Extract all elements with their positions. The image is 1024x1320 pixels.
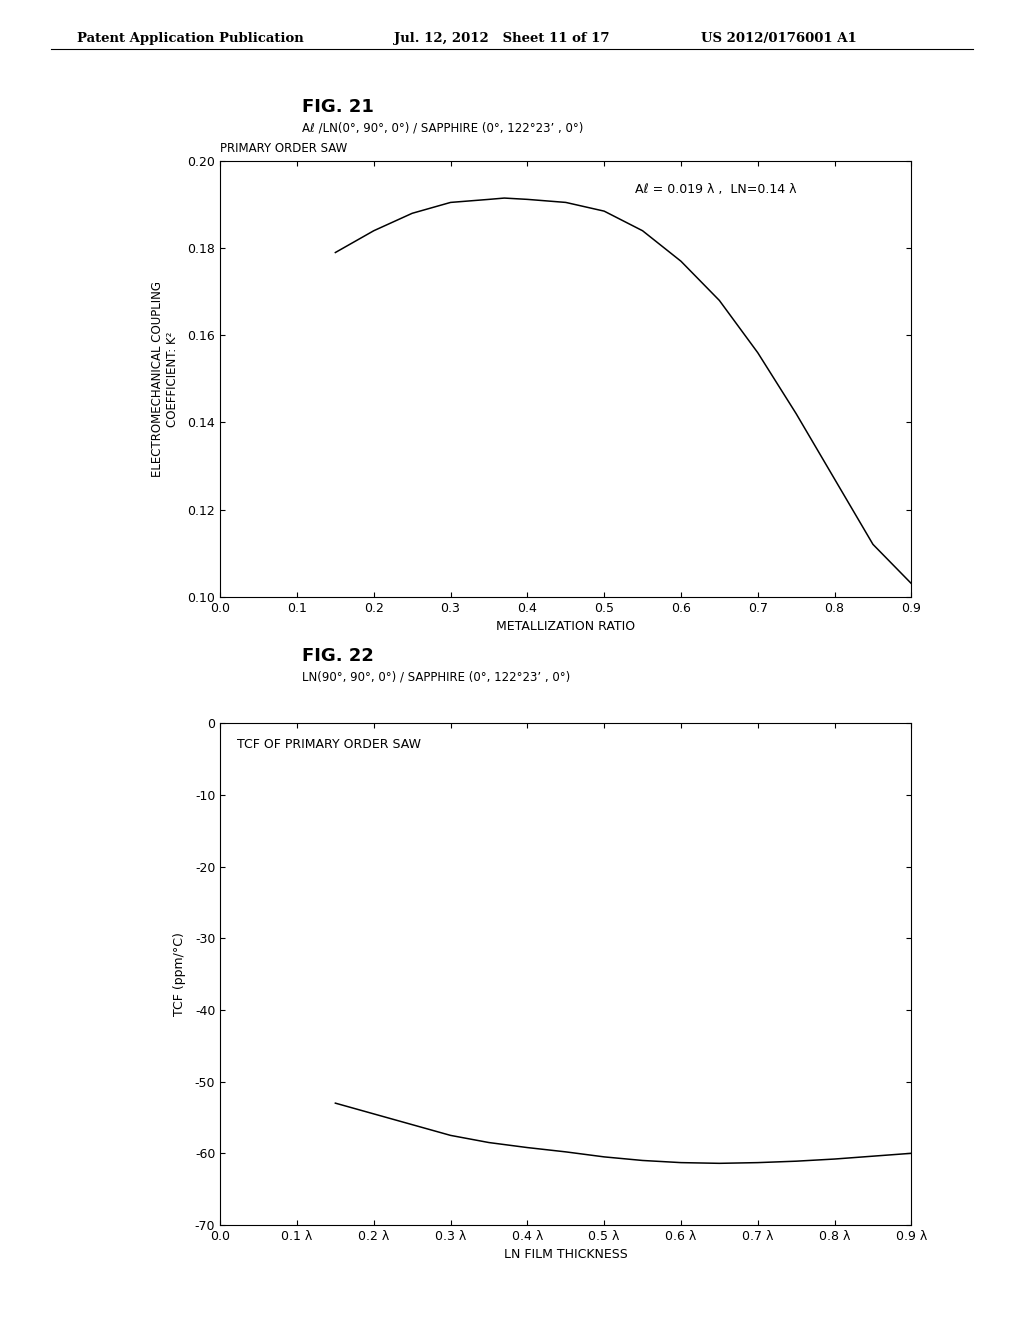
Text: TCF OF PRIMARY ORDER SAW: TCF OF PRIMARY ORDER SAW bbox=[238, 738, 422, 751]
Text: FIG. 22: FIG. 22 bbox=[302, 647, 374, 665]
Text: Patent Application Publication: Patent Application Publication bbox=[77, 32, 303, 45]
Text: Aℓ = 0.019 λ ,  LN=0.14 λ: Aℓ = 0.019 λ , LN=0.14 λ bbox=[635, 182, 797, 195]
Text: Jul. 12, 2012   Sheet 11 of 17: Jul. 12, 2012 Sheet 11 of 17 bbox=[394, 32, 609, 45]
X-axis label: METALLIZATION RATIO: METALLIZATION RATIO bbox=[497, 620, 635, 634]
Text: FIG. 21: FIG. 21 bbox=[302, 98, 374, 116]
Text: US 2012/0176001 A1: US 2012/0176001 A1 bbox=[701, 32, 857, 45]
Y-axis label: ELECTROMECHANICAL COUPLING
COEFFICIENT: K²: ELECTROMECHANICAL COUPLING COEFFICIENT: … bbox=[152, 281, 179, 477]
Text: LN(90°, 90°, 0°) / SAPPHIRE (0°, 122°23’ , 0°): LN(90°, 90°, 0°) / SAPPHIRE (0°, 122°23’… bbox=[302, 671, 570, 684]
Text: PRIMARY ORDER SAW: PRIMARY ORDER SAW bbox=[220, 141, 347, 154]
Text: Aℓ /LN(0°, 90°, 0°) / SAPPHIRE (0°, 122°23’ , 0°): Aℓ /LN(0°, 90°, 0°) / SAPPHIRE (0°, 122°… bbox=[302, 121, 584, 135]
Y-axis label: TCF (ppm/°C): TCF (ppm/°C) bbox=[173, 932, 186, 1016]
X-axis label: LN FILM THICKNESS: LN FILM THICKNESS bbox=[504, 1249, 628, 1262]
